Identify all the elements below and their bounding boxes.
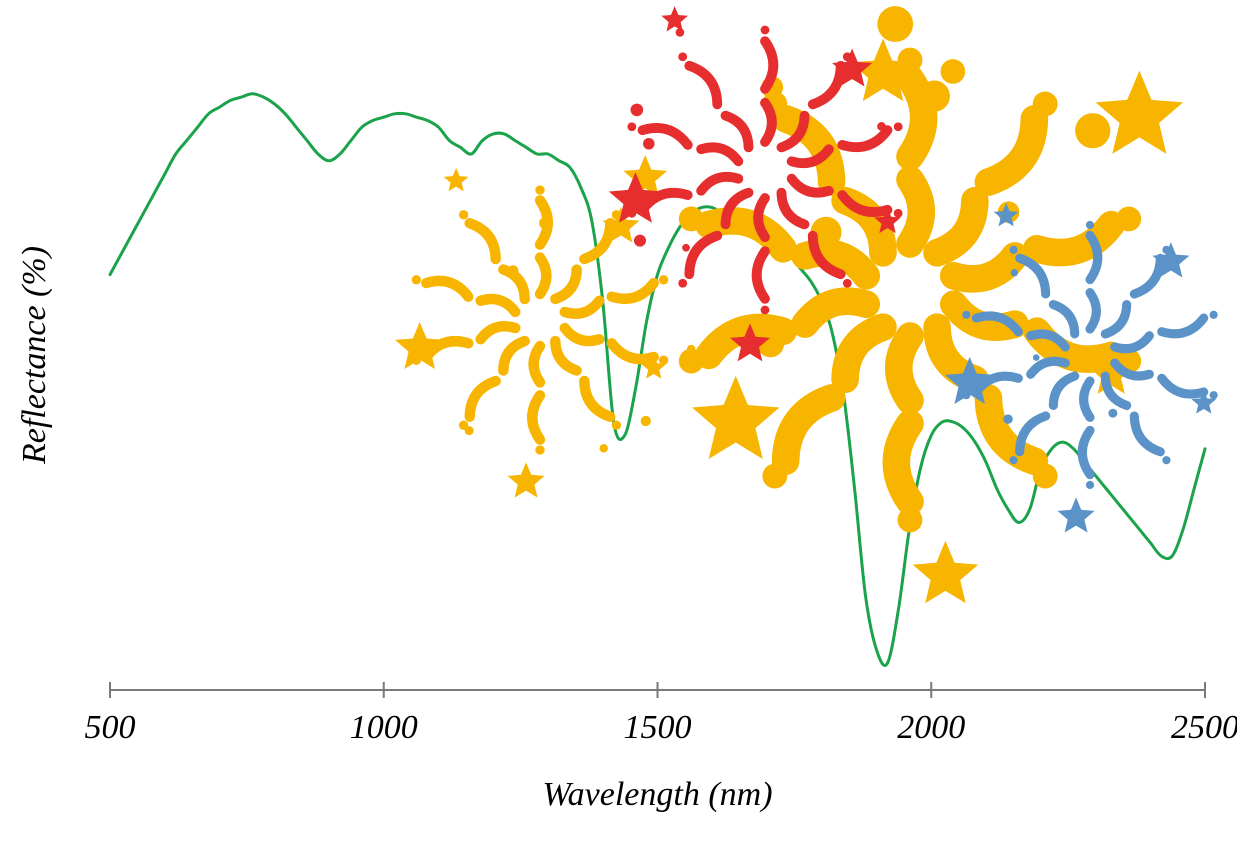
x-axis-label: Wavelength (nm) [542, 776, 772, 813]
x-tick-label: 2000 [897, 709, 965, 746]
chart-svg: Wavelength (nm) Reflectance (%) 500 1000 1… [0, 0, 1237, 848]
x-tick-label: 2500 [1171, 709, 1237, 746]
x-tick-labels: 500 1000 1500 2000 2500 [85, 709, 1237, 746]
x-tick-label: 1000 [350, 709, 418, 746]
x-tick-label: 1500 [624, 709, 692, 746]
fireworks-decoration [395, 6, 1218, 603]
x-tick-label: 500 [85, 709, 136, 746]
y-axis-label: Reflectance (%) [16, 246, 53, 465]
x-axis [110, 682, 1205, 698]
reflectance-line [110, 94, 1205, 666]
reflectance-chart: Wavelength (nm) Reflectance (%) 500 1000 1… [0, 0, 1237, 848]
